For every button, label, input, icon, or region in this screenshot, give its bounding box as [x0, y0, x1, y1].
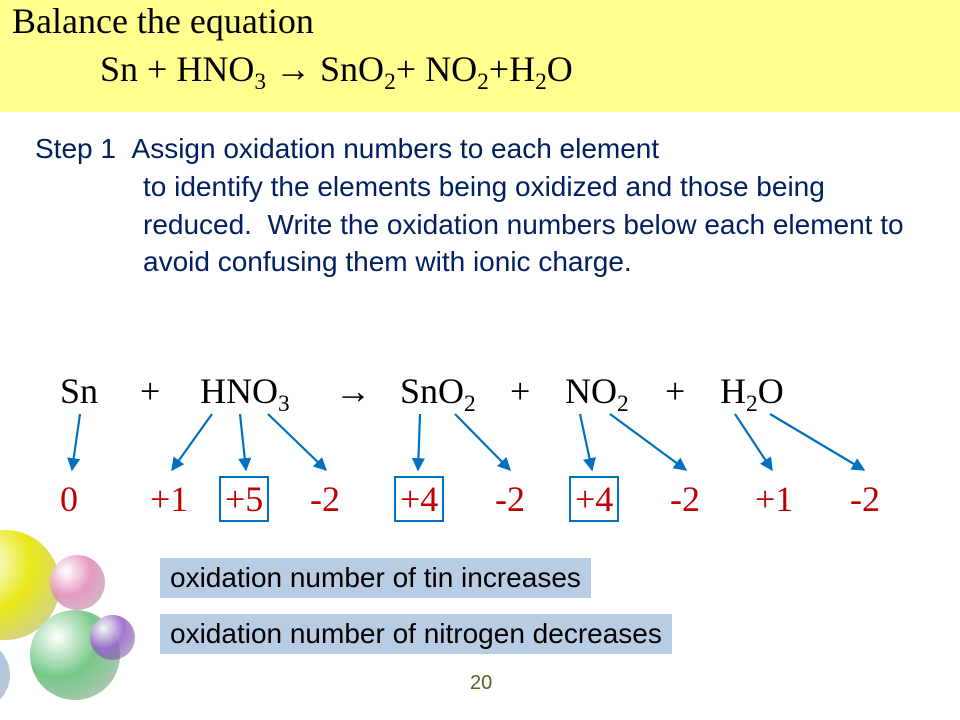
- tok-h2o: H2O: [720, 370, 784, 418]
- ox-sn: 0: [60, 478, 78, 520]
- note-nitrogen: oxidation number of nitrogen decreases: [160, 614, 672, 654]
- step-body-first: Assign oxidation numbers to each element: [132, 133, 660, 164]
- step-1-text: Step 1 Assign oxidation numbers to each …: [35, 130, 915, 281]
- equation-with-oxidation: Sn + HNO3 → SnO2 + NO2 + H2O 0 +1 +5 -2 +4 -2 +4 -2 +1 -2: [0, 370, 960, 570]
- step-body-rest: to identify the elements being oxidized …: [35, 168, 915, 281]
- arr-o2a: [455, 414, 510, 470]
- ox-o2a: -2: [495, 478, 525, 520]
- arr-sn2: [418, 414, 420, 470]
- slide-title: Balance the equation: [12, 0, 314, 42]
- page-number: 20: [470, 672, 492, 695]
- ox-o: -2: [850, 478, 880, 520]
- tok-sn: Sn: [60, 370, 98, 412]
- tok-plus3: +: [665, 370, 685, 412]
- equation-main: Sn + HNO3 → SnO2+ NO2+H2O: [100, 48, 573, 96]
- ox-o2b: -2: [670, 478, 700, 520]
- ox-n: +5: [225, 478, 263, 520]
- arr-h2: [735, 414, 772, 470]
- arr-n2: [580, 414, 592, 470]
- tok-plus2: +: [510, 370, 530, 412]
- arr-sn: [72, 414, 80, 470]
- marble-2: [30, 610, 120, 700]
- tok-hno3: HNO3: [200, 370, 290, 418]
- arr-h: [172, 414, 212, 470]
- marble-4: [90, 615, 135, 660]
- note-tin: oxidation number of tin increases: [160, 558, 591, 598]
- marble-1: [0, 640, 10, 710]
- ox-n2: +4: [575, 478, 613, 520]
- ox-h: +1: [150, 478, 188, 520]
- arr-o3: [268, 414, 326, 470]
- arr-o: [770, 414, 864, 470]
- tok-no2: NO2: [565, 370, 629, 418]
- step-lead: Step 1: [35, 133, 116, 164]
- ox-o3: -2: [310, 478, 340, 520]
- arr-n: [240, 414, 246, 470]
- arr-o2b: [610, 414, 686, 470]
- tok-plus1: +: [140, 370, 160, 412]
- slide: Balance the equation Sn + HNO3 → SnO2+ N…: [0, 0, 960, 720]
- ox-sn2: +4: [400, 478, 438, 520]
- ox-h2: +1: [755, 478, 793, 520]
- tok-arrow: →: [335, 370, 371, 412]
- tok-sno2: SnO2: [400, 370, 476, 418]
